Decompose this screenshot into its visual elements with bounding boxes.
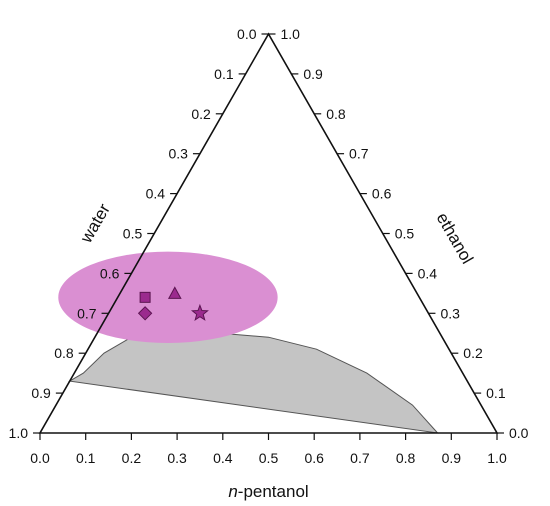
point-star bbox=[190, 303, 209, 321]
bottom-tick-label: 0.3 bbox=[167, 450, 187, 466]
bottom-tick-label: 0.2 bbox=[122, 450, 142, 466]
two-phase-region bbox=[68, 332, 439, 434]
bottom-tick-label: 0.4 bbox=[213, 450, 233, 466]
left-tick-label: 0.7 bbox=[77, 305, 97, 321]
left-tick-label: 0.3 bbox=[168, 146, 188, 162]
ticks-layer: 0.0 0.0 0.0 0.1 0.1 0.1 0.2 0.2 0.2 0.3 0.3 0.3 0.4 0… bbox=[9, 26, 529, 466]
bottom-tick-label: 0.6 bbox=[304, 450, 324, 466]
bottom-tick-label: 1.0 bbox=[487, 450, 507, 466]
right-tick-label: 0.1 bbox=[486, 385, 506, 401]
bottom-axis-title: n-pentanol bbox=[228, 482, 308, 501]
right-tick-label: 0.5 bbox=[395, 226, 415, 242]
bottom-tick-label: 0.5 bbox=[259, 450, 279, 466]
left-tick-label: 0.2 bbox=[191, 106, 211, 122]
right-tick-label: 0.4 bbox=[418, 265, 438, 281]
bottom-tick-label: 0.8 bbox=[396, 450, 416, 466]
point-triangle bbox=[167, 286, 182, 299]
bottom-axis-title-italic: n bbox=[228, 482, 237, 501]
right-tick-label: 0.9 bbox=[303, 66, 323, 82]
right-tick-label: 0.0 bbox=[509, 425, 529, 441]
bottom-tick-label: 0.1 bbox=[76, 450, 96, 466]
highlight-region bbox=[58, 251, 278, 344]
regions-layer bbox=[58, 251, 439, 434]
bottom-tick-label: 0.0 bbox=[30, 450, 50, 466]
right-tick-label: 1.0 bbox=[281, 26, 301, 42]
right-tick-label: 0.3 bbox=[440, 305, 460, 321]
bottom-tick-label: 0.9 bbox=[442, 450, 462, 466]
right-axis-title: ethanol bbox=[433, 209, 477, 267]
left-axis-title: water bbox=[76, 200, 114, 247]
left-tick-label: 0.6 bbox=[100, 265, 120, 281]
left-tick-label: 0.5 bbox=[123, 226, 143, 242]
left-tick-label: 0.9 bbox=[31, 385, 51, 401]
left-tick-label: 0.0 bbox=[237, 26, 257, 42]
left-tick-label: 0.8 bbox=[54, 345, 74, 361]
points-layer bbox=[137, 286, 209, 321]
left-tick-label: 1.0 bbox=[9, 425, 29, 441]
point-diamond bbox=[137, 306, 153, 321]
right-tick-label: 0.8 bbox=[326, 106, 346, 122]
right-tick-label: 0.6 bbox=[372, 186, 392, 202]
right-tick-label: 0.2 bbox=[463, 345, 483, 361]
bottom-axis-title-rest: -pentanol bbox=[238, 482, 309, 501]
bottom-tick-label: 0.7 bbox=[350, 450, 370, 466]
right-tick-label: 0.7 bbox=[349, 146, 369, 162]
left-tick-label: 0.1 bbox=[214, 66, 234, 82]
point-square bbox=[139, 291, 151, 303]
left-tick-label: 0.4 bbox=[146, 186, 166, 202]
